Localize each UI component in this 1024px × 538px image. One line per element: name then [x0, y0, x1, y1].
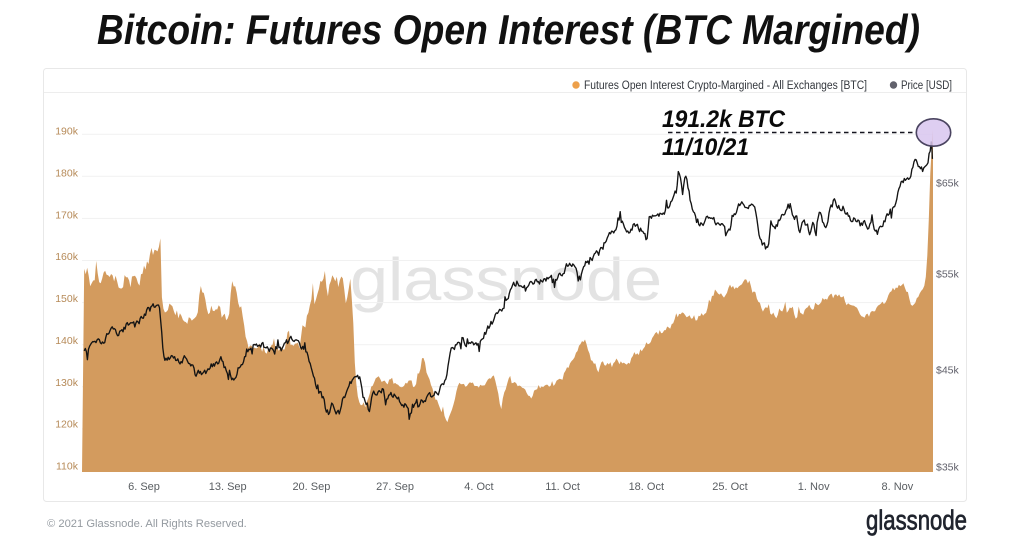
- svg-text:© 2021 Glassnode. All Rights R: © 2021 Glassnode. All Rights Reserved.: [47, 518, 247, 530]
- svg-text:$65k: $65k: [936, 178, 960, 190]
- svg-text:170k: 170k: [55, 209, 79, 221]
- svg-text:4. Oct: 4. Oct: [464, 481, 493, 493]
- svg-text:11/10/21: 11/10/21: [662, 134, 749, 161]
- svg-text:13. Sep: 13. Sep: [209, 481, 247, 493]
- svg-text:140k: 140k: [55, 335, 79, 347]
- svg-text:glassnode: glassnode: [866, 505, 967, 536]
- svg-text:18. Oct: 18. Oct: [629, 481, 664, 493]
- svg-text:Price [USD]: Price [USD]: [901, 80, 952, 92]
- svg-text:180k: 180k: [55, 167, 79, 179]
- svg-text:160k: 160k: [55, 251, 79, 263]
- svg-text:190k: 190k: [55, 126, 79, 138]
- svg-text:25. Oct: 25. Oct: [712, 481, 747, 493]
- svg-text:120k: 120k: [55, 419, 79, 431]
- svg-text:$45k: $45k: [936, 365, 960, 377]
- svg-text:$35k: $35k: [936, 462, 960, 474]
- svg-text:$55k: $55k: [936, 269, 960, 281]
- svg-text:8. Nov: 8. Nov: [882, 481, 914, 493]
- svg-text:glassnode: glassnode: [350, 246, 662, 313]
- svg-text:Futures Open Interest Crypto-M: Futures Open Interest Crypto-Margined - …: [584, 80, 867, 92]
- svg-text:110k: 110k: [56, 461, 79, 473]
- svg-text:11. Oct: 11. Oct: [545, 481, 580, 493]
- svg-text:Bitcoin: Futures Open Interest: Bitcoin: Futures Open Interest (BTC Marg…: [97, 6, 920, 53]
- svg-text:6. Sep: 6. Sep: [128, 481, 160, 493]
- svg-text:150k: 150k: [55, 293, 79, 305]
- svg-text:130k: 130k: [55, 377, 79, 389]
- svg-text:27. Sep: 27. Sep: [376, 481, 414, 493]
- svg-text:20. Sep: 20. Sep: [292, 481, 330, 493]
- svg-text:1. Nov: 1. Nov: [798, 481, 830, 493]
- svg-text:191.2k BTC: 191.2k BTC: [662, 106, 786, 133]
